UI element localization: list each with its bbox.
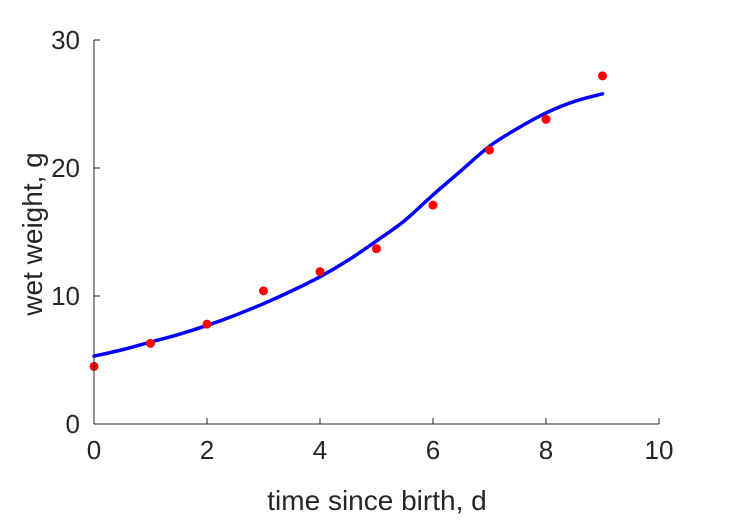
x-tick-label: 8 [539,435,553,465]
axes-layer: 0 2 4 6 8 10 0 10 20 30 [51,25,673,465]
data-point [259,286,268,296]
y-tick-label: 10 [51,281,80,311]
data-point [541,114,551,124]
data-layer [89,71,607,371]
x-tick-label: 6 [426,435,440,465]
x-tick-label: 2 [200,435,214,465]
x-tick-label: 0 [87,435,101,465]
y-tick-label: 30 [51,25,80,55]
fit-curve [92,92,605,358]
data-point [485,145,494,155]
x-tick-label: 4 [313,435,327,465]
data-point [372,244,381,254]
data-point [315,267,325,277]
data-point [428,200,438,210]
y-tick-label: 20 [51,153,80,183]
x-tick-label: 10 [645,435,674,465]
data-point [146,338,155,348]
data-point [598,71,607,81]
data-point [202,319,212,329]
y-axis-label: wet weight, g [17,152,48,316]
y-tick-label: 0 [66,409,80,439]
x-axis-label: time since birth, d [267,485,486,516]
